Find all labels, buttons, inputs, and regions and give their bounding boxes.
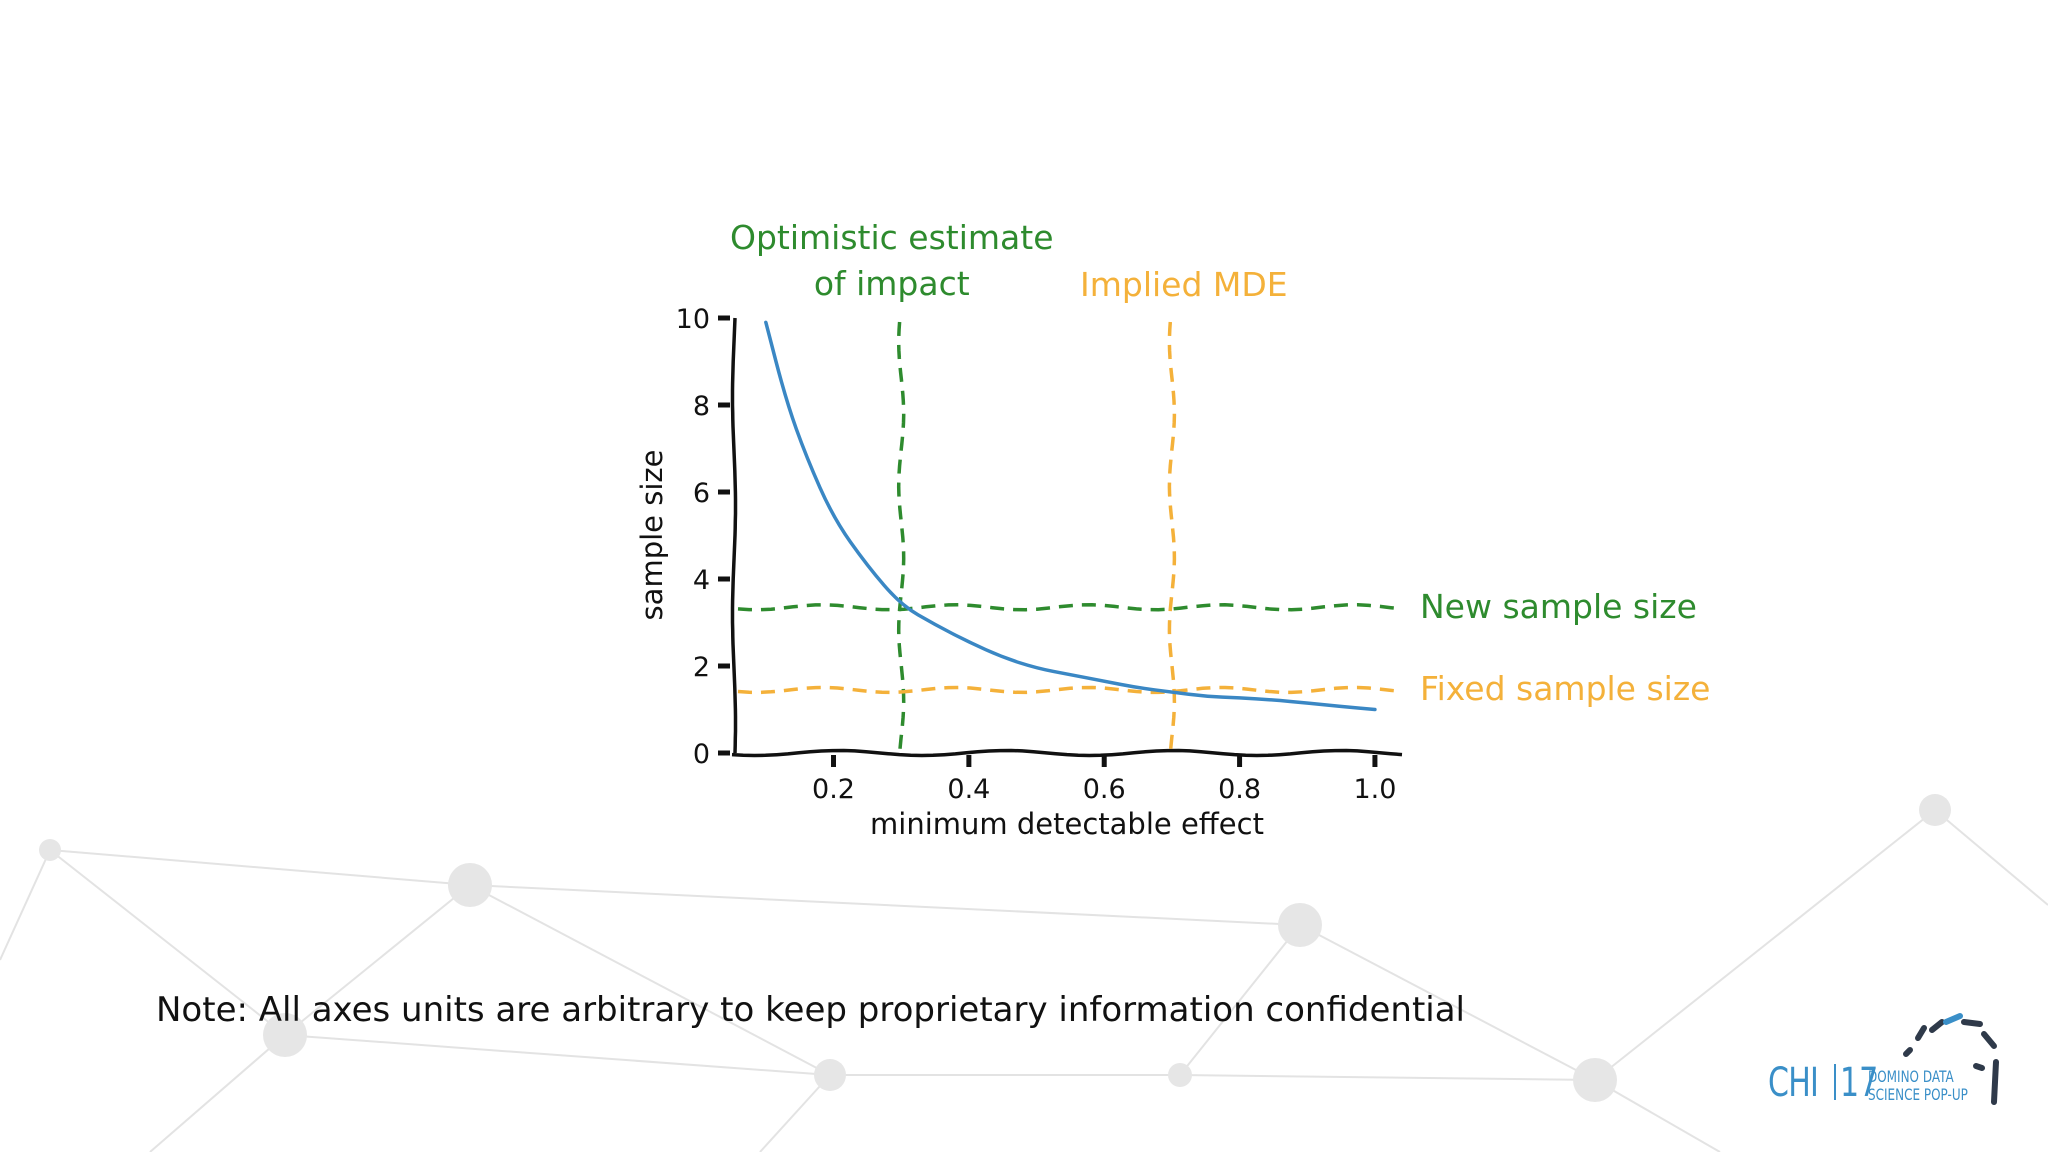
logo-year-text: 17: [1840, 1060, 1879, 1106]
x-tick-label: 0.8: [1218, 774, 1261, 805]
reference-line: [1167, 321, 1177, 754]
logo-subtitle: DOMINO DATA SCIENCE POP-UP: [1868, 1068, 1968, 1104]
y-axis-label: sample size: [635, 450, 669, 621]
y-tick-label: 4: [693, 565, 710, 596]
x-tick-label: 1.0: [1353, 774, 1396, 805]
x-tick-label: 0.2: [812, 774, 855, 805]
new-sample-size-label: New sample size: [1420, 587, 1697, 626]
reference-line: [737, 603, 1403, 612]
logo-line-1: DOMINO DATA: [1868, 1067, 1954, 1086]
reference-line: [896, 321, 906, 754]
reference-lines: [737, 321, 1403, 754]
x-axis-line: [731, 748, 1403, 758]
y-axis-line: [730, 317, 738, 754]
series-line: [764, 320, 1377, 712]
x-axis-label: minimum detectable effect: [870, 807, 1264, 841]
y-tick-label: 2: [693, 652, 710, 683]
fixed-sample-size-label: Fixed sample size: [1420, 669, 1711, 708]
logo-separator: [1834, 1064, 1836, 1100]
y-tick-label: 6: [693, 478, 710, 509]
reference-line: [737, 685, 1403, 695]
logo-chi-text: CHI: [1768, 1060, 1819, 1106]
implied-mde-label: Implied MDE: [1080, 265, 1288, 304]
curve-layer: [764, 320, 1377, 712]
y-tick-label: 8: [693, 391, 710, 422]
logo-marks-icon: [1903, 1013, 1999, 1105]
tick-layer: 0.2 0.4 0.6 0.8 1.0 0 2 4 6 8 10: [676, 304, 1397, 805]
x-tick-label: 0.6: [1083, 774, 1126, 805]
chart-axes: [730, 317, 1403, 758]
optimistic-label-line: of impact: [813, 264, 970, 303]
optimistic-label-line: Optimistic estimate: [730, 218, 1054, 257]
y-tick-label: 0: [693, 739, 710, 770]
x-tick-label: 0.4: [947, 774, 990, 805]
y-tick-label: 10: [676, 304, 710, 335]
confidentiality-note: Note: All axes units are arbitrary to ke…: [156, 990, 1465, 1030]
logo-line-2: SCIENCE POP-UP: [1868, 1085, 1968, 1104]
chi17-logo: CHI 17 DOMINO DATA SCIENCE POP-UP: [1768, 1010, 2008, 1120]
optimistic-estimate-label: Optimistic estimate of impact: [730, 215, 1054, 307]
